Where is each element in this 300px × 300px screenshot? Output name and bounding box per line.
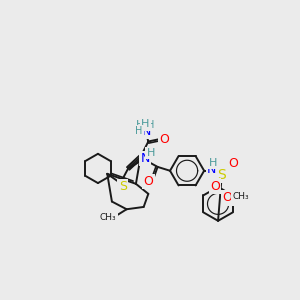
Text: O: O bbox=[228, 157, 238, 170]
Text: N: N bbox=[140, 152, 150, 165]
Text: O: O bbox=[222, 191, 232, 204]
Text: H: H bbox=[136, 119, 144, 130]
Text: O: O bbox=[143, 175, 153, 188]
Text: CH₃: CH₃ bbox=[100, 213, 116, 222]
Text: O: O bbox=[160, 133, 170, 146]
Text: H: H bbox=[141, 119, 149, 129]
Text: S: S bbox=[218, 168, 226, 182]
Text: O: O bbox=[210, 180, 220, 193]
Text: CH₃: CH₃ bbox=[232, 192, 249, 201]
Text: H: H bbox=[146, 148, 155, 158]
Text: H: H bbox=[135, 127, 143, 136]
Text: N: N bbox=[207, 163, 217, 176]
Text: H: H bbox=[147, 119, 154, 130]
Text: N: N bbox=[141, 125, 151, 138]
Text: H: H bbox=[208, 158, 217, 168]
Text: S: S bbox=[119, 180, 127, 194]
